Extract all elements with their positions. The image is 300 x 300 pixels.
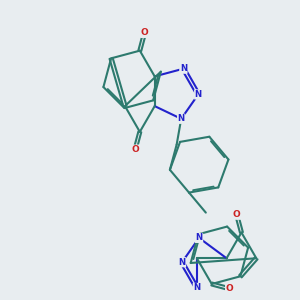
Text: N: N [193, 284, 200, 292]
Text: N: N [178, 114, 185, 123]
Text: N: N [178, 258, 186, 267]
Text: N: N [196, 233, 202, 242]
Text: N: N [195, 90, 202, 99]
Text: N: N [180, 64, 187, 73]
Text: O: O [226, 284, 233, 293]
Text: O: O [233, 210, 241, 219]
Text: O: O [141, 28, 148, 38]
Text: O: O [131, 145, 139, 154]
